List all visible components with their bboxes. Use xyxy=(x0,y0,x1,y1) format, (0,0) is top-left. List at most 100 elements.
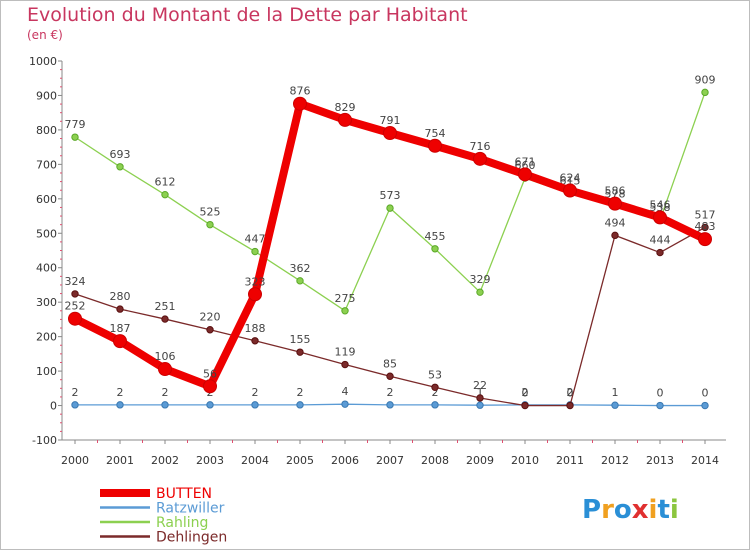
data-label: 586 xyxy=(605,185,626,198)
data-label: 624 xyxy=(560,172,581,185)
data-label: 671 xyxy=(515,155,536,168)
data-label: 754 xyxy=(425,127,446,140)
data-point xyxy=(611,231,619,240)
data-label: 2 xyxy=(567,386,574,399)
legend-label: Rahling xyxy=(156,515,208,531)
data-label: 791 xyxy=(380,114,401,127)
data-label: 0 xyxy=(702,387,709,400)
y-tick-label: 200 xyxy=(36,331,57,344)
data-label: 0 xyxy=(657,387,664,400)
data-point xyxy=(251,337,259,345)
x-tick-label: 2010 xyxy=(511,454,539,467)
y-tick-label: 100 xyxy=(36,365,57,378)
data-label: 2 xyxy=(387,386,394,399)
data-label: 909 xyxy=(695,73,716,86)
proxiti-logo: Proxiti xyxy=(582,495,679,525)
data-point xyxy=(701,401,709,410)
data-point xyxy=(251,247,259,256)
data-point xyxy=(431,401,439,409)
data-point xyxy=(341,400,349,408)
data-point xyxy=(656,401,664,410)
data-label: 573 xyxy=(380,189,401,202)
data-point xyxy=(338,112,352,127)
data-label: 494 xyxy=(605,216,626,229)
x-tick-label: 2006 xyxy=(331,454,359,467)
x-tick-label: 2002 xyxy=(151,454,179,467)
legend-label: BUTTEN xyxy=(156,486,212,502)
data-label: 220 xyxy=(200,311,221,324)
data-label: 2 xyxy=(432,386,439,399)
y-tick-label: 400 xyxy=(36,262,57,275)
data-point xyxy=(653,210,667,225)
data-label: 1 xyxy=(612,386,619,399)
x-tick-label: 2000 xyxy=(61,454,89,467)
x-tick-label: 2003 xyxy=(196,454,224,467)
data-label: 188 xyxy=(245,322,266,335)
data-label: 578 xyxy=(605,187,626,200)
chart-unit: (en €) xyxy=(27,28,63,42)
data-point xyxy=(521,401,529,410)
data-point xyxy=(206,401,214,409)
data-label: 85 xyxy=(383,357,397,370)
y-tick-label: 0 xyxy=(50,400,57,413)
data-label: 876 xyxy=(290,85,311,98)
data-label: 0 xyxy=(522,387,529,400)
data-point xyxy=(386,204,394,212)
data-point xyxy=(563,183,577,198)
y-tick-label: 1000 xyxy=(29,55,57,68)
data-label: 329 xyxy=(470,273,491,286)
data-point xyxy=(161,401,169,409)
data-point xyxy=(71,401,79,409)
chart-title: Evolution du Montant de la Dette par Hab… xyxy=(27,4,468,26)
data-point xyxy=(116,401,124,409)
data-point xyxy=(68,311,82,326)
data-label: 106 xyxy=(155,350,176,363)
data-point xyxy=(518,167,532,182)
data-label: 53 xyxy=(428,368,442,381)
data-label: 455 xyxy=(425,230,446,243)
data-point xyxy=(116,305,124,313)
data-label: 517 xyxy=(695,208,716,221)
data-point xyxy=(431,245,439,253)
legend-label: Ratzwiller xyxy=(156,501,225,517)
data-point xyxy=(608,196,622,211)
data-label: 22 xyxy=(473,379,487,392)
data-label: 1 xyxy=(477,386,484,399)
data-label: 119 xyxy=(335,346,356,359)
data-point xyxy=(161,190,169,199)
y-tick-label: 800 xyxy=(36,124,57,137)
data-point xyxy=(341,307,349,315)
y-tick-label: 600 xyxy=(36,193,57,206)
x-tick-label: 2012 xyxy=(601,454,629,467)
x-tick-label: 2014 xyxy=(691,454,719,467)
data-point xyxy=(296,401,304,409)
data-label: 324 xyxy=(65,275,86,288)
data-point xyxy=(206,326,214,334)
x-tick-label: 2011 xyxy=(556,454,584,467)
data-point xyxy=(698,232,712,247)
data-point xyxy=(341,360,349,369)
x-tick-label: 2004 xyxy=(241,454,269,467)
data-label: 538 xyxy=(650,201,671,214)
data-label: 2 xyxy=(117,386,124,399)
data-point xyxy=(71,290,79,298)
data-point xyxy=(296,277,304,285)
data-label: 693 xyxy=(110,148,131,161)
x-tick-label: 2013 xyxy=(646,454,674,467)
data-label: 252 xyxy=(65,300,86,313)
data-point xyxy=(476,288,484,296)
data-label: 2 xyxy=(72,386,79,399)
data-label: 4 xyxy=(342,385,349,398)
data-label: 447 xyxy=(245,233,266,246)
x-tick-label: 2009 xyxy=(466,454,494,467)
data-point xyxy=(431,383,439,391)
data-point xyxy=(701,223,709,232)
data-label: 251 xyxy=(155,300,176,313)
y-tick-label: 700 xyxy=(36,158,57,171)
data-label: 155 xyxy=(290,333,311,346)
data-label: 275 xyxy=(335,292,356,305)
data-point xyxy=(656,248,664,257)
data-point xyxy=(476,401,484,409)
